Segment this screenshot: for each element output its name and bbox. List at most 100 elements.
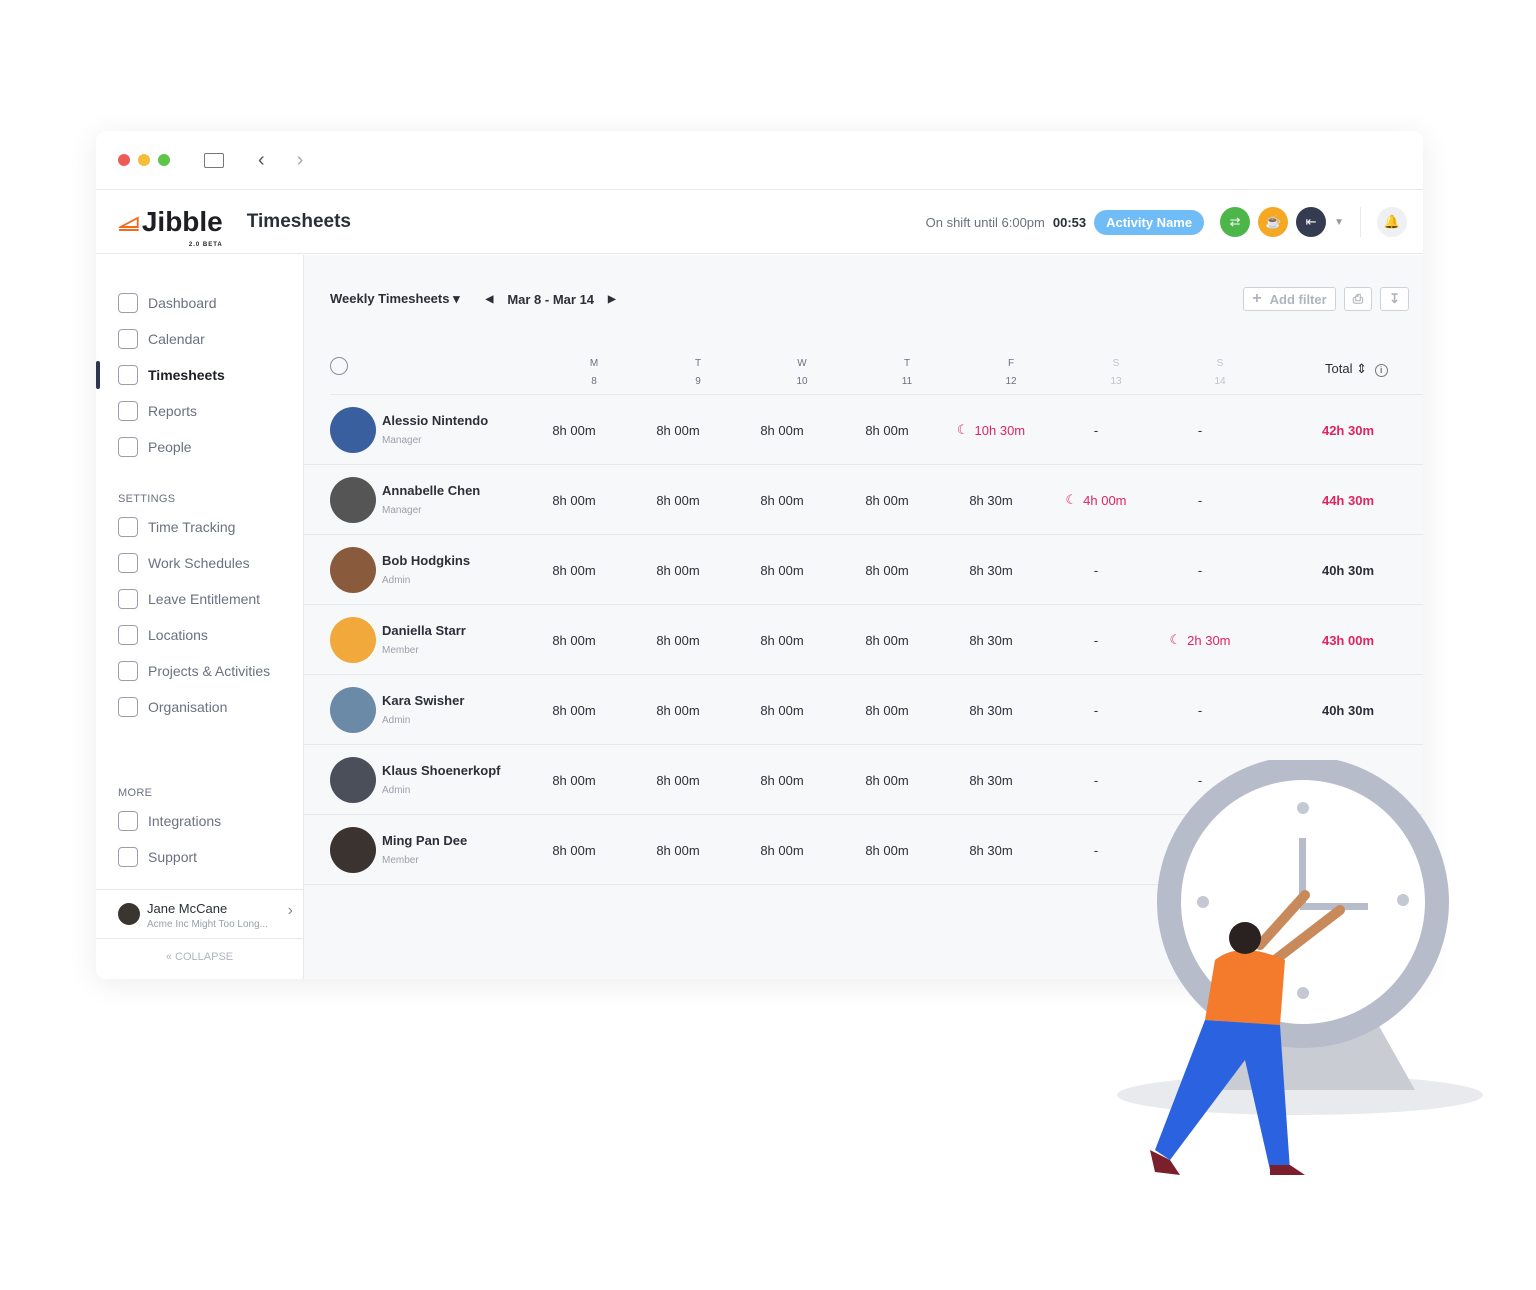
- activity-pill[interactable]: Activity Name: [1094, 209, 1205, 235]
- employee-name[interactable]: Bob Hodgkins: [382, 553, 471, 568]
- sidebar-item-leave-entitlement[interactable]: Leave Entitlement: [96, 581, 303, 617]
- time-cell[interactable]: 8h 00m: [760, 562, 804, 578]
- time-cell[interactable]: 8h 30m: [969, 772, 1013, 788]
- time-cell[interactable]: 8h 00m: [865, 632, 909, 648]
- back-icon[interactable]: ‹: [258, 148, 265, 171]
- time-cell[interactable]: 8h 00m: [552, 492, 596, 508]
- sidebar-item-calendar[interactable]: Calendar: [96, 321, 303, 357]
- time-cell[interactable]: 8h 00m: [656, 562, 700, 578]
- prev-week-icon[interactable]: ◀: [485, 293, 494, 305]
- time-cell[interactable]: 8h 00m: [552, 562, 596, 578]
- minimize-window-button[interactable]: [138, 154, 150, 166]
- switch-activity-icon[interactable]: ⇄: [1220, 207, 1251, 237]
- time-cell[interactable]: 8h 00m: [865, 492, 909, 508]
- forward-icon[interactable]: ›: [296, 148, 304, 171]
- time-cell[interactable]: -: [1197, 422, 1203, 438]
- sidebar-item-integrations[interactable]: Integrations: [96, 803, 303, 839]
- time-cell[interactable]: 8h 00m: [656, 632, 700, 648]
- avatar: [330, 477, 376, 523]
- chevron-down-icon[interactable]: ▼: [1334, 216, 1344, 228]
- employee-name[interactable]: Annabelle Chen: [382, 483, 481, 498]
- time-cell[interactable]: -: [1197, 562, 1203, 578]
- maximize-window-button[interactable]: [158, 154, 170, 166]
- sidebar-item-support[interactable]: Support: [96, 839, 303, 875]
- time-cell[interactable]: -: [1093, 702, 1099, 718]
- time-cell[interactable]: 8h 00m: [865, 422, 909, 438]
- sidebar-item-work-schedules[interactable]: Work Schedules: [96, 545, 303, 581]
- sidebar-item-locations[interactable]: Locations: [96, 617, 303, 653]
- time-cell[interactable]: 8h 00m: [760, 422, 804, 438]
- employee-name[interactable]: Daniella Starr: [382, 623, 466, 638]
- time-cell[interactable]: 8h 00m: [865, 772, 909, 788]
- table-row[interactable]: Kara Swisher Admin 8h 00m 8h 00m 8h 00m 8h 00…: [304, 675, 1423, 745]
- employee-name[interactable]: Klaus Shoenerkopf: [382, 763, 501, 778]
- bell-icon[interactable]: 🔔: [1377, 207, 1407, 237]
- time-cell[interactable]: 8h 00m: [552, 422, 596, 438]
- time-cell[interactable]: 8h 00m: [760, 702, 804, 718]
- sidebar-item-timesheets[interactable]: Timesheets: [96, 357, 303, 393]
- date-range[interactable]: Mar 8 - Mar 14: [507, 291, 595, 307]
- employee-name[interactable]: Kara Swisher: [382, 693, 465, 708]
- sidebar-item-reports[interactable]: Reports: [96, 393, 303, 429]
- time-cell[interactable]: -: [1197, 772, 1203, 788]
- time-cell[interactable]: -: [1197, 492, 1203, 508]
- time-cell[interactable]: 8h 30m: [969, 562, 1013, 578]
- time-cell[interactable]: 8h 30m: [969, 632, 1013, 648]
- time-cell[interactable]: 8h 00m: [760, 632, 804, 648]
- time-cell[interactable]: 8h 00m: [760, 842, 804, 858]
- time-cell[interactable]: 8h 30m: [969, 702, 1013, 718]
- table-row[interactable]: Alessio Nintendo Manager 8h 00m 8h 00m 8h 00…: [304, 395, 1423, 465]
- time-cell[interactable]: 8h 30m: [969, 842, 1013, 858]
- print-button[interactable]: ⎙: [1343, 287, 1373, 311]
- sidebar-toggle-icon[interactable]: [204, 152, 224, 168]
- time-cell[interactable]: 8h 00m: [760, 492, 804, 508]
- time-cell[interactable]: 8h 00m: [552, 702, 596, 718]
- total-column-header[interactable]: Total ⇕ i: [1325, 361, 1388, 377]
- time-cell[interactable]: 8h 00m: [656, 842, 700, 858]
- download-button[interactable]: ↧: [1380, 287, 1409, 311]
- table-row[interactable]: Bob Hodgkins Admin 8h 00m 8h 00m 8h 00m 8h 00…: [304, 535, 1423, 605]
- user-profile[interactable]: Jane McCane Acme Inc Might Too Long... ›: [96, 889, 303, 939]
- time-cell[interactable]: 8h 00m: [760, 772, 804, 788]
- sidebar-item-dashboard[interactable]: Dashboard: [96, 285, 303, 321]
- add-filter-button[interactable]: + Add filter: [1243, 287, 1336, 311]
- break-coffee-icon[interactable]: ☕: [1258, 207, 1289, 237]
- table-row[interactable]: Daniella Starr Member 8h 00m 8h 00m 8h 00m 8h…: [304, 605, 1423, 675]
- time-cell[interactable]: 8h 00m: [865, 562, 909, 578]
- sidebar-item-time-tracking[interactable]: Time Tracking: [96, 509, 303, 545]
- time-cell[interactable]: -: [1197, 702, 1203, 718]
- time-cell[interactable]: -: [1093, 772, 1099, 788]
- time-cell[interactable]: 8h 00m: [865, 702, 909, 718]
- time-cell[interactable]: ☾ 4h 00m: [1065, 492, 1127, 508]
- time-cell[interactable]: -: [1093, 842, 1099, 858]
- time-cell[interactable]: 8h 00m: [656, 772, 700, 788]
- employee-name[interactable]: Ming Pan Dee: [382, 833, 468, 848]
- time-cell[interactable]: ☾ 10h 30m: [956, 422, 1026, 438]
- clock-out-icon[interactable]: ⇤: [1296, 207, 1327, 237]
- time-cell[interactable]: -: [1093, 562, 1099, 578]
- time-cell[interactable]: -: [1093, 422, 1099, 438]
- time-cell[interactable]: 8h 30m: [969, 492, 1013, 508]
- time-cell[interactable]: 8h 00m: [552, 632, 596, 648]
- time-cell[interactable]: ☾ 2h 30m: [1169, 632, 1231, 648]
- view-select[interactable]: Weekly Timesheets ▾: [330, 291, 460, 306]
- time-cell[interactable]: 8h 00m: [656, 702, 700, 718]
- time-cell[interactable]: 8h 00m: [865, 842, 909, 858]
- sidebar-item-people[interactable]: People: [96, 429, 303, 465]
- time-cell[interactable]: 8h 00m: [552, 842, 596, 858]
- time-cell[interactable]: 8h 00m: [656, 422, 700, 438]
- search-icon[interactable]: [330, 357, 348, 375]
- table-row[interactable]: Annabelle Chen Manager 8h 00m 8h 00m 8h 00m 8…: [304, 465, 1423, 535]
- time-cell[interactable]: -: [1093, 632, 1099, 648]
- collapse-button[interactable]: « COLLAPSE: [165, 951, 234, 963]
- info-icon[interactable]: i: [1374, 364, 1388, 377]
- time-cell[interactable]: 8h 00m: [656, 492, 700, 508]
- sidebar-item-organisation[interactable]: Organisation: [96, 689, 303, 725]
- sidebar-item-projects-activities[interactable]: Projects & Activities: [96, 653, 303, 689]
- sidebar-item-label: Organisation: [148, 699, 228, 715]
- employee-name[interactable]: Alessio Nintendo: [382, 413, 489, 428]
- jibble-logo[interactable]: ⧡ Jibble 2.0 BETA: [118, 205, 223, 248]
- time-cell[interactable]: 8h 00m: [552, 772, 596, 788]
- close-window-button[interactable]: [118, 154, 130, 166]
- next-week-icon[interactable]: ▶: [608, 293, 616, 305]
